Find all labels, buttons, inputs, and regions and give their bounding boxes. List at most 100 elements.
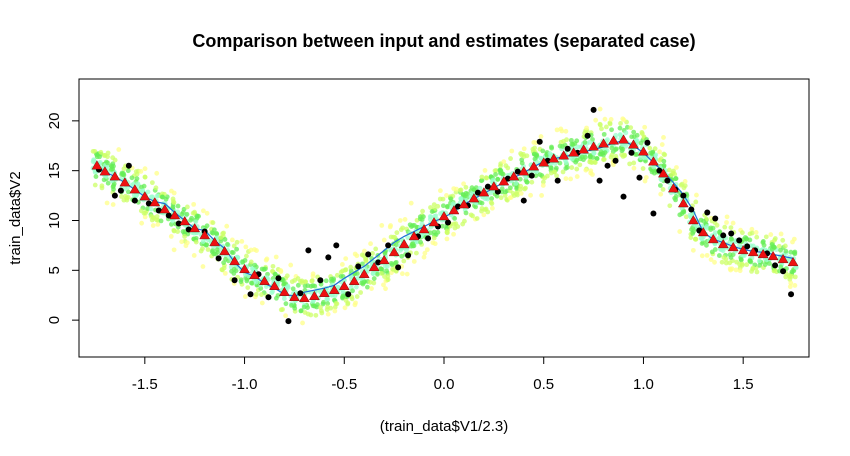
cloud-point: [489, 201, 495, 206]
cloud-point: [348, 264, 354, 270]
cloud-point: [384, 263, 390, 269]
cloud-point: [594, 155, 600, 161]
estimate-triangle: [448, 205, 460, 215]
input-point: [265, 294, 272, 301]
cloud-point: [432, 213, 438, 219]
cloud-point: [753, 230, 759, 235]
estimate-triangle: [219, 245, 230, 256]
input-point: [590, 106, 597, 113]
estimate-triangle: [239, 263, 250, 274]
input-point: [444, 219, 451, 226]
cloud-point: [292, 305, 298, 311]
cloud-point: [540, 148, 546, 154]
cloud-point: [608, 154, 614, 160]
input-point: [333, 242, 340, 249]
cloud-point: [791, 250, 797, 256]
cloud-point: [478, 178, 484, 184]
cloud-point: [549, 144, 554, 150]
cloud-point: [278, 307, 284, 313]
cloud-point: [369, 286, 374, 291]
cloud-point: [521, 154, 527, 159]
cloud-point: [222, 270, 228, 276]
input-point: [772, 262, 779, 269]
cloud-point: [528, 192, 533, 198]
estimate-triangle: [488, 181, 500, 191]
cloud-point: [699, 241, 705, 246]
cloud-point: [778, 231, 784, 237]
cloud-point: [694, 192, 699, 198]
cloud-point: [494, 193, 500, 199]
cloud-point: [489, 205, 495, 211]
cloud-point: [134, 171, 140, 177]
cloud-point: [513, 181, 519, 186]
cloud-point: [224, 223, 230, 229]
estimate-triangle: [99, 166, 111, 176]
cloud-point: [631, 129, 637, 135]
cloud-point: [284, 273, 290, 279]
cloud-point: [741, 253, 747, 258]
cloud-point: [220, 267, 225, 273]
cloud-point: [375, 271, 380, 277]
estimate-triangle: [229, 255, 240, 266]
input-point: [584, 132, 591, 139]
cloud-point: [514, 191, 519, 197]
cloud-point: [175, 203, 181, 209]
cloud-point: [744, 262, 750, 268]
x-tick-label: 1.5: [733, 376, 754, 393]
estimate-triangle: [588, 141, 599, 151]
cloud-point: [592, 160, 598, 165]
cloud-point: [574, 174, 580, 179]
cloud-point: [399, 253, 405, 259]
cloud-point: [105, 160, 110, 166]
estimate-triangle: [368, 261, 380, 272]
cloud-point: [533, 173, 539, 179]
cloud-point: [724, 214, 730, 220]
cloud-point: [339, 262, 345, 267]
cloud-point: [188, 217, 194, 223]
cloud-point: [782, 243, 788, 249]
input-point: [688, 206, 695, 213]
cloud-point: [385, 273, 391, 279]
cloud-point: [211, 251, 217, 257]
cloud-point: [332, 308, 338, 314]
cloud-point: [365, 284, 370, 290]
cloud-point: [609, 127, 614, 133]
cloud-point: [518, 186, 523, 192]
estimate-triangle: [468, 193, 480, 203]
cloud-point: [783, 248, 789, 254]
cloud-point: [204, 210, 210, 216]
cloud-point: [677, 212, 683, 218]
cloud-point: [460, 221, 466, 227]
cloud-point: [465, 191, 471, 197]
cloud-point: [542, 175, 548, 181]
cloud-point: [458, 187, 464, 193]
input-point: [345, 291, 352, 298]
estimate-triangle: [747, 246, 759, 257]
cloud-point: [458, 196, 464, 202]
cloud-point: [688, 235, 694, 240]
cloud-point: [509, 148, 515, 154]
cloud-point: [129, 175, 135, 181]
y-axis: 0 5 10 15 20: [46, 113, 80, 324]
cloud-point: [290, 286, 296, 292]
cloud-point: [708, 257, 714, 262]
cloud-point: [502, 189, 508, 195]
cloud-point: [463, 210, 469, 216]
input-point: [305, 247, 312, 254]
cloud-point: [143, 210, 148, 216]
cloud-point: [378, 266, 384, 271]
cloud-point: [281, 296, 287, 302]
cloud-point: [482, 167, 488, 173]
cloud-point: [719, 259, 725, 265]
input-point: [744, 243, 751, 250]
input-point: [325, 254, 332, 261]
cloud-point: [739, 230, 745, 236]
cloud-point: [110, 184, 116, 190]
cloud-point: [570, 156, 575, 162]
cloud-point: [192, 209, 197, 215]
estimate-triangle: [458, 199, 470, 209]
input-point: [720, 232, 727, 239]
cloud-point: [517, 176, 523, 182]
cloud-point: [242, 294, 248, 299]
cloud-point: [141, 183, 147, 189]
